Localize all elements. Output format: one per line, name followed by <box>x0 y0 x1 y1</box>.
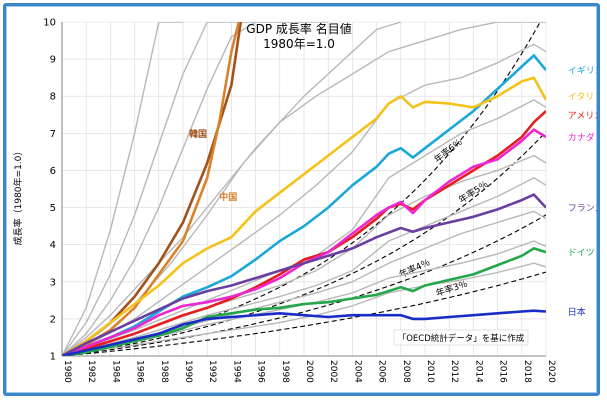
x-tick-label: 2012 <box>449 360 459 383</box>
y-tick-label: 4 <box>50 240 56 251</box>
other-country-line <box>62 177 546 356</box>
x-tick-label: 2002 <box>328 360 338 383</box>
series-label: フランス <box>568 203 597 214</box>
y-tick-label: 9 <box>50 55 56 66</box>
x-tick-label: 1986 <box>135 360 145 383</box>
x-tick-label: 1998 <box>280 360 290 383</box>
x-tick-label: 1982 <box>86 360 96 383</box>
y-tick-label: 10 <box>43 18 56 29</box>
x-tick-label: 2008 <box>401 360 411 383</box>
source-note: 「OECD統計データ」を基に作成 <box>398 333 525 344</box>
series-label: ドイツ <box>568 249 595 259</box>
y-tick-label: 2 <box>50 314 56 325</box>
series-label: 中国 <box>219 191 237 203</box>
chart-subtitle: 1980年=1.0 <box>263 37 335 51</box>
chart-title: GDP 成長率 名目値 <box>246 21 351 36</box>
series-label: イギリス <box>568 66 597 77</box>
x-tick-label: 1988 <box>159 360 169 383</box>
x-tick-label: 2006 <box>377 360 387 383</box>
series-line <box>62 309 546 356</box>
growth-line <box>62 131 546 356</box>
series-label: 韓国 <box>189 128 207 140</box>
x-tick-label: 2014 <box>473 360 483 383</box>
series-line <box>62 247 546 356</box>
other-country-line <box>62 43 546 356</box>
other-country-line <box>62 22 256 356</box>
series-line <box>62 76 546 356</box>
series-line <box>62 193 546 356</box>
growth-line <box>62 214 546 356</box>
y-tick-label: 8 <box>50 92 56 103</box>
axes: 1 2 3 4 5 6 7 8 9 10 1980 1982 1984 1986 1988 1990 1992 1… <box>43 18 556 384</box>
series-line <box>62 128 546 356</box>
y-tick-label: 5 <box>50 203 56 214</box>
y-tick-label: 7 <box>50 129 56 140</box>
series-line <box>62 54 546 356</box>
chart-frame: 年率6％ 年率5％ 年率4％ 年率3％ 1 2 3 4 5 6 7 8 9 10 1980 1982 1984… <box>3 3 604 396</box>
x-tick-label: 1996 <box>256 360 266 383</box>
x-tick-label: 1980 <box>62 360 72 383</box>
source-note-box: 「OECD統計データ」を基に作成 <box>393 329 529 346</box>
growth-line <box>62 271 546 356</box>
y-tick-label: 1 <box>50 352 56 363</box>
series-label: 日本 <box>568 306 586 318</box>
y-tick-label: 6 <box>50 166 56 177</box>
series-line <box>62 110 546 356</box>
x-tick-label: 2018 <box>522 360 532 383</box>
y-axis-label: 成長率（1980年=1.0） <box>12 147 24 246</box>
series-label: カナダ <box>568 132 595 144</box>
x-tick-label: 2016 <box>498 360 508 383</box>
other-country-line <box>62 22 183 356</box>
x-tick-label: 2004 <box>352 360 362 383</box>
other-country-line <box>62 22 329 356</box>
x-tick-label: 1994 <box>231 360 241 383</box>
x-tick-label: 1984 <box>110 360 120 383</box>
x-tick-label: 1992 <box>207 360 217 383</box>
x-tick-label: 2000 <box>304 360 314 383</box>
x-tick-label: 2020 <box>546 360 556 383</box>
x-tick-label: 2010 <box>425 360 435 383</box>
series-lines <box>62 22 546 356</box>
other-country-line <box>62 22 402 356</box>
y-tick-label: 3 <box>50 277 56 288</box>
x-tick-label: 1990 <box>183 360 193 383</box>
